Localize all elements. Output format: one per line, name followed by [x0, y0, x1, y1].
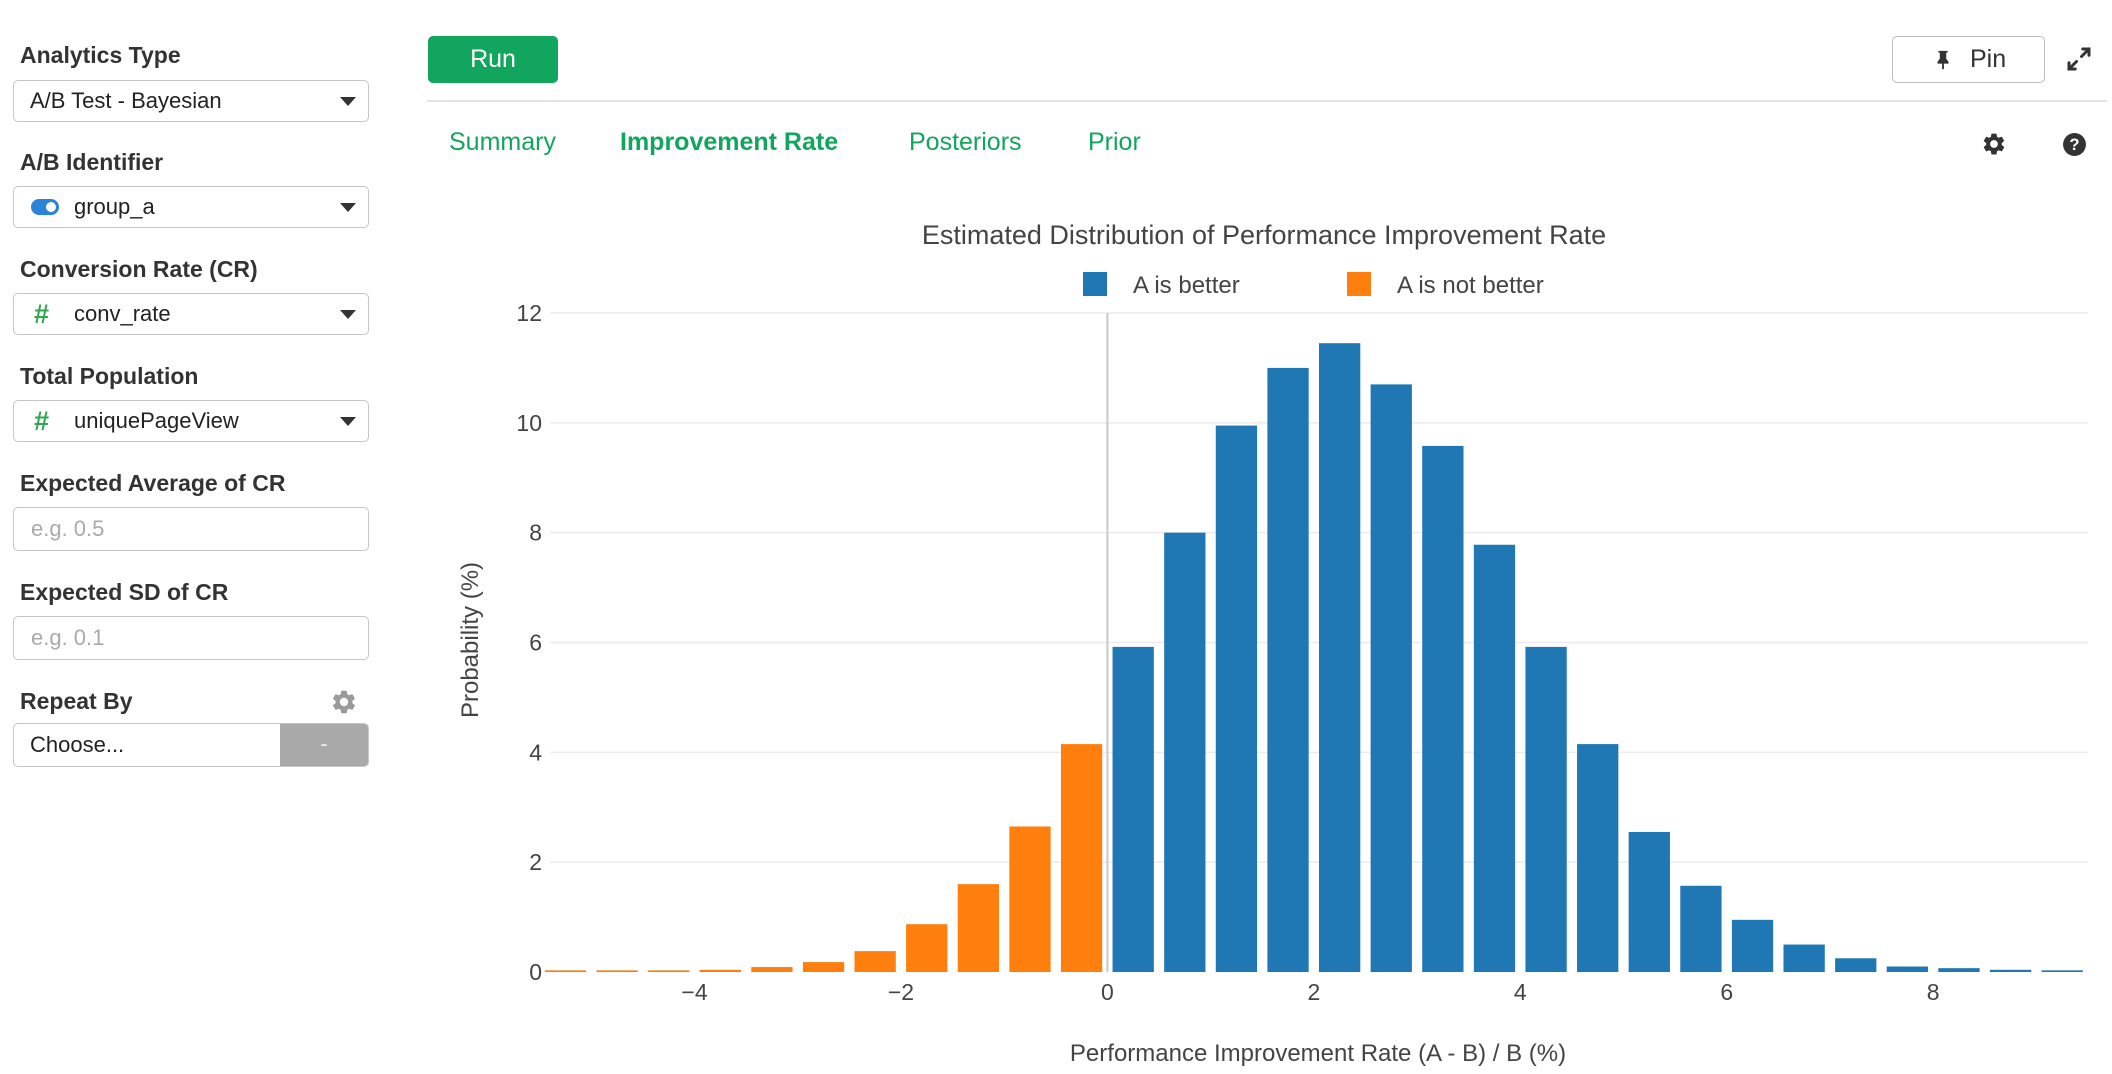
- y-tick-label: 12: [516, 300, 542, 326]
- x-tick-label: 2: [1307, 979, 1320, 1005]
- expected-sd-input[interactable]: [13, 616, 369, 660]
- tab-posteriors[interactable]: Posteriors: [909, 128, 1022, 156]
- settings-icon[interactable]: [1981, 131, 2007, 157]
- pin-button[interactable]: Pin: [1892, 36, 2045, 83]
- repeat-by-value: Choose...: [30, 732, 125, 757]
- bar-a-is-better: [1422, 445, 1464, 973]
- bar-a-is-better: [1267, 367, 1309, 973]
- bar-a-is-not-better: [751, 967, 793, 972]
- x-tick-label: 0: [1101, 979, 1114, 1005]
- bar-a-is-not-better: [1060, 744, 1103, 972]
- bar-a-is-not-better: [648, 970, 690, 972]
- bar-a-is-not-better: [906, 924, 948, 972]
- gear-icon[interactable]: [330, 688, 358, 716]
- sidebar: Analytics Type A/B Test - Bayesian A/B I…: [0, 0, 380, 1074]
- bar-a-is-not-better: [854, 951, 896, 972]
- help-icon[interactable]: ?: [2062, 132, 2087, 157]
- y-tick-label: 2: [529, 849, 542, 875]
- total-population-select[interactable]: # uniquePageView: [13, 400, 369, 442]
- bar-a-is-better: [1886, 966, 1929, 972]
- bar-a-is-better: [1680, 885, 1722, 972]
- legend-label-a-is-not-better: A is not better: [1397, 272, 1544, 299]
- conversion-rate-select[interactable]: # conv_rate: [13, 293, 369, 335]
- y-tick-label: 0: [529, 959, 542, 985]
- expand-icon[interactable]: [2064, 44, 2094, 74]
- pin-label: Pin: [1970, 45, 2007, 73]
- y-axis-label: Probability (%): [457, 562, 484, 718]
- bar-a-is-better: [1215, 425, 1258, 972]
- y-tick-label: 10: [516, 410, 542, 436]
- tab-summary[interactable]: Summary: [449, 128, 556, 156]
- expected-average-label: Expected Average of CR: [20, 470, 286, 496]
- x-tick-label: −2: [888, 979, 914, 1005]
- bar-a-is-not-better: [802, 962, 845, 972]
- tab-improvement-rate[interactable]: Improvement Rate: [620, 128, 839, 156]
- ab-identifier-label: A/B Identifier: [20, 149, 164, 175]
- chevron-down-icon: [340, 310, 356, 319]
- bar-a-is-better: [1938, 968, 1980, 972]
- x-axis-label: Performance Improvement Rate (A - B) / B…: [1070, 1040, 1566, 1067]
- analytics-type-select[interactable]: A/B Test - Bayesian: [13, 80, 369, 122]
- chevron-down-icon: [340, 203, 356, 212]
- ab-identifier-select[interactable]: group_a: [13, 186, 369, 228]
- bar-a-is-not-better: [596, 970, 638, 972]
- bar-a-is-better: [1783, 944, 1825, 972]
- hash-icon: #: [34, 406, 50, 436]
- legend-swatch-a-is-not-better: [1347, 272, 1371, 296]
- conversion-rate-value: conv_rate: [74, 301, 171, 326]
- toggle-icon: [31, 199, 59, 215]
- chevron-down-icon: [340, 97, 356, 106]
- x-tick-label: −4: [681, 979, 707, 1005]
- x-tick-label: 4: [1514, 979, 1527, 1005]
- ab-identifier-value: group_a: [74, 194, 155, 219]
- hash-icon: #: [34, 299, 50, 329]
- tab-prior[interactable]: Prior: [1088, 128, 1141, 156]
- repeat-by-label: Repeat By: [20, 688, 133, 714]
- bar-a-is-better: [1164, 532, 1206, 972]
- total-population-label: Total Population: [20, 363, 199, 389]
- repeat-by-select[interactable]: Choose... -: [13, 723, 369, 767]
- bar-a-is-better: [1989, 969, 2032, 972]
- bar-a-is-better: [1319, 343, 1361, 972]
- expected-average-input[interactable]: [13, 507, 369, 551]
- legend-swatch-a-is-better: [1083, 272, 1107, 296]
- bar-a-is-not-better: [1009, 826, 1051, 972]
- bar-a-is-better: [1473, 544, 1516, 972]
- chart-title: Estimated Distribution of Performance Im…: [922, 220, 1606, 250]
- x-tick-label: 6: [1720, 979, 1733, 1005]
- bar-a-is-better: [1525, 646, 1567, 972]
- y-tick-label: 4: [529, 739, 542, 765]
- pin-icon: [1937, 50, 1949, 70]
- svg-text:?: ?: [2069, 135, 2079, 154]
- legend-label-a-is-better: A is better: [1133, 272, 1240, 299]
- bar-a-is-better: [2041, 970, 2083, 972]
- run-button[interactable]: Run: [428, 36, 558, 83]
- bar-a-is-better: [1112, 646, 1154, 972]
- analytics-type-label: Analytics Type: [20, 42, 181, 68]
- conversion-rate-label: Conversion Rate (CR): [20, 256, 258, 282]
- total-population-value: uniquePageView: [74, 408, 239, 433]
- bar-a-is-not-better: [544, 970, 587, 972]
- bar-a-is-better: [1370, 384, 1412, 972]
- divider: [427, 100, 2107, 102]
- expected-sd-label: Expected SD of CR: [20, 579, 229, 605]
- bar-a-is-not-better: [699, 969, 741, 972]
- bar-a-is-better: [1731, 919, 1774, 972]
- analytics-type-value: A/B Test - Bayesian: [30, 88, 222, 113]
- remove-repeat-button[interactable]: -: [280, 724, 368, 766]
- chevron-down-icon: [340, 417, 356, 426]
- x-tick-label: 8: [1927, 979, 1940, 1005]
- bar-a-is-not-better: [957, 884, 1000, 972]
- bar-a-is-better: [1628, 831, 1670, 972]
- y-tick-label: 6: [529, 630, 542, 656]
- bar-a-is-better: [1835, 958, 1877, 972]
- bar-a-is-better: [1577, 744, 1619, 972]
- y-tick-label: 8: [529, 520, 542, 546]
